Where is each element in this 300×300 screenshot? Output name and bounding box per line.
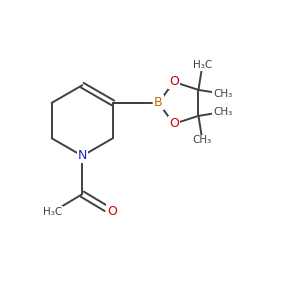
Text: H₃C: H₃C [193,60,212,70]
Text: B: B [154,96,163,110]
Text: O: O [169,117,179,130]
Text: O: O [107,205,117,218]
Text: O: O [169,75,179,88]
Text: N: N [78,149,87,162]
Text: H₃C: H₃C [43,207,62,217]
Text: CH₃: CH₃ [213,107,232,117]
Text: CH₃: CH₃ [193,135,212,145]
Text: CH₃: CH₃ [213,89,232,99]
